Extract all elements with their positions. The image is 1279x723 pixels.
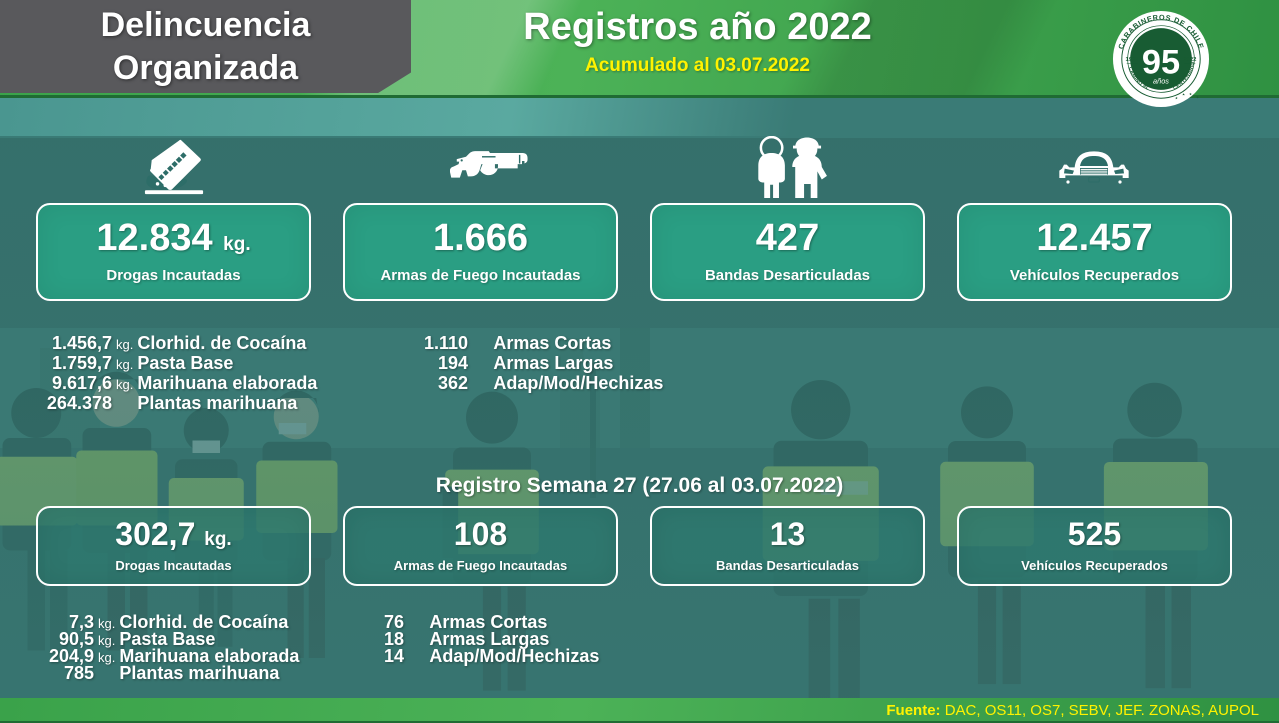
- svg-text:años: años: [1153, 77, 1169, 86]
- svg-text:★: ★: [1195, 95, 1199, 100]
- svg-text:2022: 2022: [1183, 57, 1197, 63]
- svg-text:95: 95: [1142, 44, 1180, 82]
- svg-text:1927: 1927: [1126, 57, 1140, 63]
- svg-text:★: ★: [1182, 92, 1185, 96]
- svg-text:★: ★: [1189, 92, 1193, 96]
